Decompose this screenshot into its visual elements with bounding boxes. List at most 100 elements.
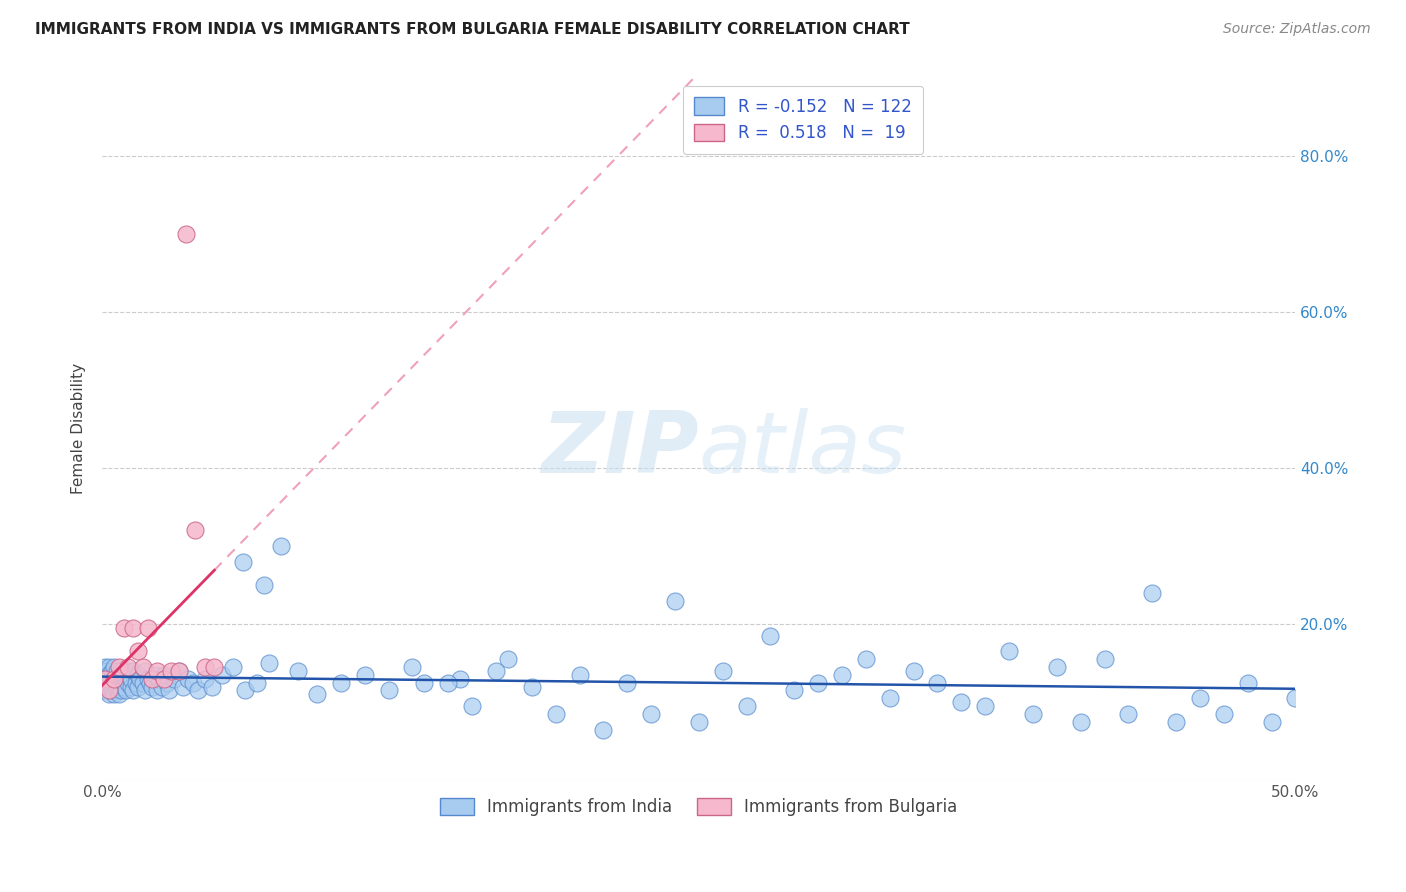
Point [136, 621, 159, 635]
Point [108, 687, 131, 701]
Point [253, 578, 276, 592]
Point [146, 683, 169, 698]
Point [1212, 706, 1234, 721]
Point [100, 683, 122, 698]
Point [903, 664, 925, 678]
Point [1118, 706, 1140, 721]
Point [1260, 714, 1282, 729]
Point [879, 691, 901, 706]
Point [259, 656, 281, 670]
Point [461, 699, 484, 714]
Point [117, 675, 139, 690]
Point [132, 675, 155, 690]
Point [103, 668, 125, 682]
Point [96, 675, 118, 690]
Point [287, 664, 309, 678]
Point [711, 664, 734, 678]
Point [127, 668, 149, 682]
Point [100, 672, 122, 686]
Point [105, 680, 128, 694]
Point [194, 660, 217, 674]
Point [93, 672, 115, 686]
Point [1022, 706, 1045, 721]
Point [807, 675, 830, 690]
Point [96, 680, 118, 694]
Point [98, 683, 121, 698]
Point [1046, 660, 1069, 674]
Point [134, 664, 156, 678]
Point [167, 664, 190, 678]
Point [160, 664, 183, 678]
Point [115, 683, 138, 698]
Point [100, 680, 122, 694]
Point [150, 680, 173, 694]
Point [592, 723, 614, 737]
Point [127, 644, 149, 658]
Point [117, 668, 139, 682]
Point [98, 672, 121, 686]
Point [156, 675, 179, 690]
Text: ZIP: ZIP [541, 409, 699, 491]
Point [108, 660, 131, 674]
Point [108, 675, 131, 690]
Y-axis label: Female Disability: Female Disability [72, 363, 86, 494]
Point [93, 660, 115, 674]
Point [105, 683, 128, 698]
Point [103, 672, 125, 686]
Point [413, 675, 436, 690]
Point [187, 683, 209, 698]
Point [157, 683, 180, 698]
Point [1142, 586, 1164, 600]
Point [122, 621, 145, 635]
Point [141, 672, 163, 686]
Point [112, 621, 135, 635]
Point [112, 668, 135, 682]
Point [544, 706, 567, 721]
Point [96, 668, 118, 682]
Point [96, 664, 118, 678]
Point [485, 664, 508, 678]
Point [735, 699, 758, 714]
Point [110, 664, 132, 678]
Point [174, 227, 197, 241]
Point [184, 524, 207, 538]
Point [120, 680, 142, 694]
Point [1188, 691, 1211, 706]
Point [496, 652, 519, 666]
Point [108, 668, 131, 682]
Point [167, 664, 190, 678]
Point [122, 683, 145, 698]
Point [222, 660, 245, 674]
Point [664, 593, 686, 607]
Point [110, 672, 132, 686]
Point [103, 660, 125, 674]
Point [141, 680, 163, 694]
Point [108, 680, 131, 694]
Point [449, 672, 471, 686]
Point [202, 660, 225, 674]
Point [568, 668, 591, 682]
Point [98, 660, 121, 674]
Point [177, 672, 200, 686]
Point [759, 629, 782, 643]
Point [181, 675, 204, 690]
Point [117, 660, 139, 674]
Legend: Immigrants from India, Immigrants from Bulgaria: Immigrants from India, Immigrants from B… [432, 789, 966, 825]
Point [100, 664, 122, 678]
Point [783, 683, 806, 698]
Point [246, 675, 269, 690]
Point [927, 675, 949, 690]
Point [211, 668, 233, 682]
Point [235, 683, 257, 698]
Point [353, 668, 375, 682]
Point [377, 683, 399, 698]
Text: IMMIGRANTS FROM INDIA VS IMMIGRANTS FROM BULGARIA FEMALE DISABILITY CORRELATION : IMMIGRANTS FROM INDIA VS IMMIGRANTS FROM… [35, 22, 910, 37]
Point [143, 668, 166, 682]
Point [120, 672, 142, 686]
Point [831, 668, 853, 682]
Point [163, 672, 186, 686]
Point [103, 687, 125, 701]
Point [616, 675, 638, 690]
Point [112, 675, 135, 690]
Point [329, 675, 352, 690]
